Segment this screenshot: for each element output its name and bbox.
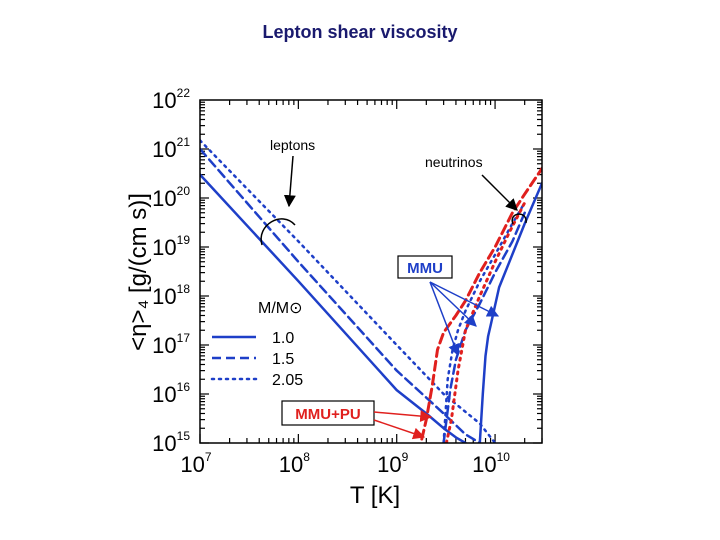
mmu-label-box: [397, 255, 453, 279]
mmu-pu-arrow-1: [373, 410, 433, 423]
neutrinos-bracket: [511, 213, 527, 225]
legend: M/M⊙ 1.0 1.5 2.05: [210, 300, 303, 389]
page-title: Lepton shear viscosity: [262, 22, 458, 42]
x-tick-label: 1010: [472, 450, 510, 477]
mmu-pu-label-box: [281, 400, 375, 426]
leptons-bracket: [260, 218, 296, 246]
y-tick-label: 1022: [152, 86, 190, 113]
leptons-arrow: [283, 155, 296, 208]
legend-label-dashed: 1.5: [272, 351, 294, 368]
series-line-5: [442, 201, 526, 443]
x-axis-title: T [K]: [350, 482, 400, 509]
mmu-pu-arrow-2: [373, 419, 426, 440]
y-tick-label: 1016: [152, 380, 190, 407]
annotation-mmu-pu: MMU+PU: [295, 406, 360, 423]
y-tick-label: 1018: [152, 282, 190, 309]
series-line-7: [444, 201, 527, 443]
legend-title: M/M⊙: [258, 300, 303, 317]
y-axis-title: <η>₄ [g/(cm s)]: [125, 193, 152, 351]
mmu-arrow-2: [429, 281, 500, 317]
legend-label-dotted: 2.05: [272, 372, 303, 389]
y-tick-label: 1017: [152, 331, 190, 358]
legend-label-solid: 1.0: [272, 330, 294, 347]
annotation-neutrinos: neutrinos: [425, 154, 483, 170]
annotation-leptons: leptons: [270, 137, 315, 153]
y-tick-label: 1020: [152, 184, 190, 211]
neutrinos-arrow: [481, 174, 518, 211]
y-tick-label: 1021: [152, 135, 190, 162]
plot-frame: [199, 99, 543, 444]
mmu-arrow-1: [429, 281, 460, 357]
series-line-4: [442, 211, 526, 443]
y-tick-label: 1015: [152, 429, 190, 456]
mmu-arrow-3: [429, 281, 477, 327]
annotation-mmu: MMU: [407, 260, 443, 277]
series-line-1: [200, 147, 482, 443]
x-tick-label: 109: [377, 450, 408, 477]
series-line-3: [478, 181, 542, 443]
x-tick-label: 108: [279, 450, 310, 477]
y-tick-label: 1019: [152, 233, 190, 260]
series-line-2: [200, 139, 497, 443]
x-tick-label: 107: [180, 450, 211, 477]
